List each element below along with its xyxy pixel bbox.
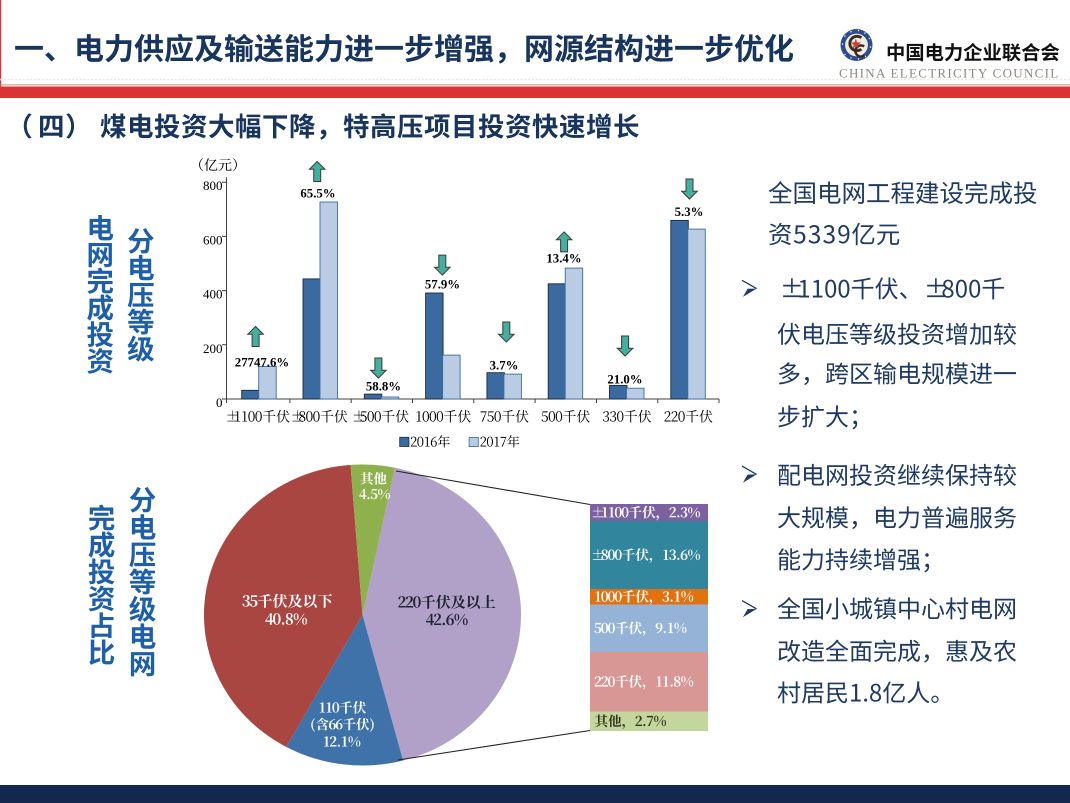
svg-text:200: 200 <box>203 341 223 356</box>
svg-text:CHINA ELECTRICITY COUNCIL: CHINA ELECTRICITY COUNCIL <box>839 66 1060 81</box>
svg-text:21.0%: 21.0% <box>607 373 642 387</box>
svg-text:600: 600 <box>203 232 223 247</box>
svg-text:57.9%: 57.9% <box>425 278 460 292</box>
svg-text:3.7%: 3.7% <box>490 359 519 373</box>
svg-text:0: 0 <box>216 395 223 410</box>
svg-text:27747.6%: 27747.6% <box>235 356 289 370</box>
svg-text:5.3%: 5.3% <box>675 205 704 219</box>
svg-text:65.5%: 65.5% <box>300 187 335 201</box>
svg-text:13.4%: 13.4% <box>546 252 581 266</box>
svg-text:800: 800 <box>203 178 223 193</box>
svg-text:58.8%: 58.8% <box>366 380 401 394</box>
svg-text:400: 400 <box>203 287 223 302</box>
